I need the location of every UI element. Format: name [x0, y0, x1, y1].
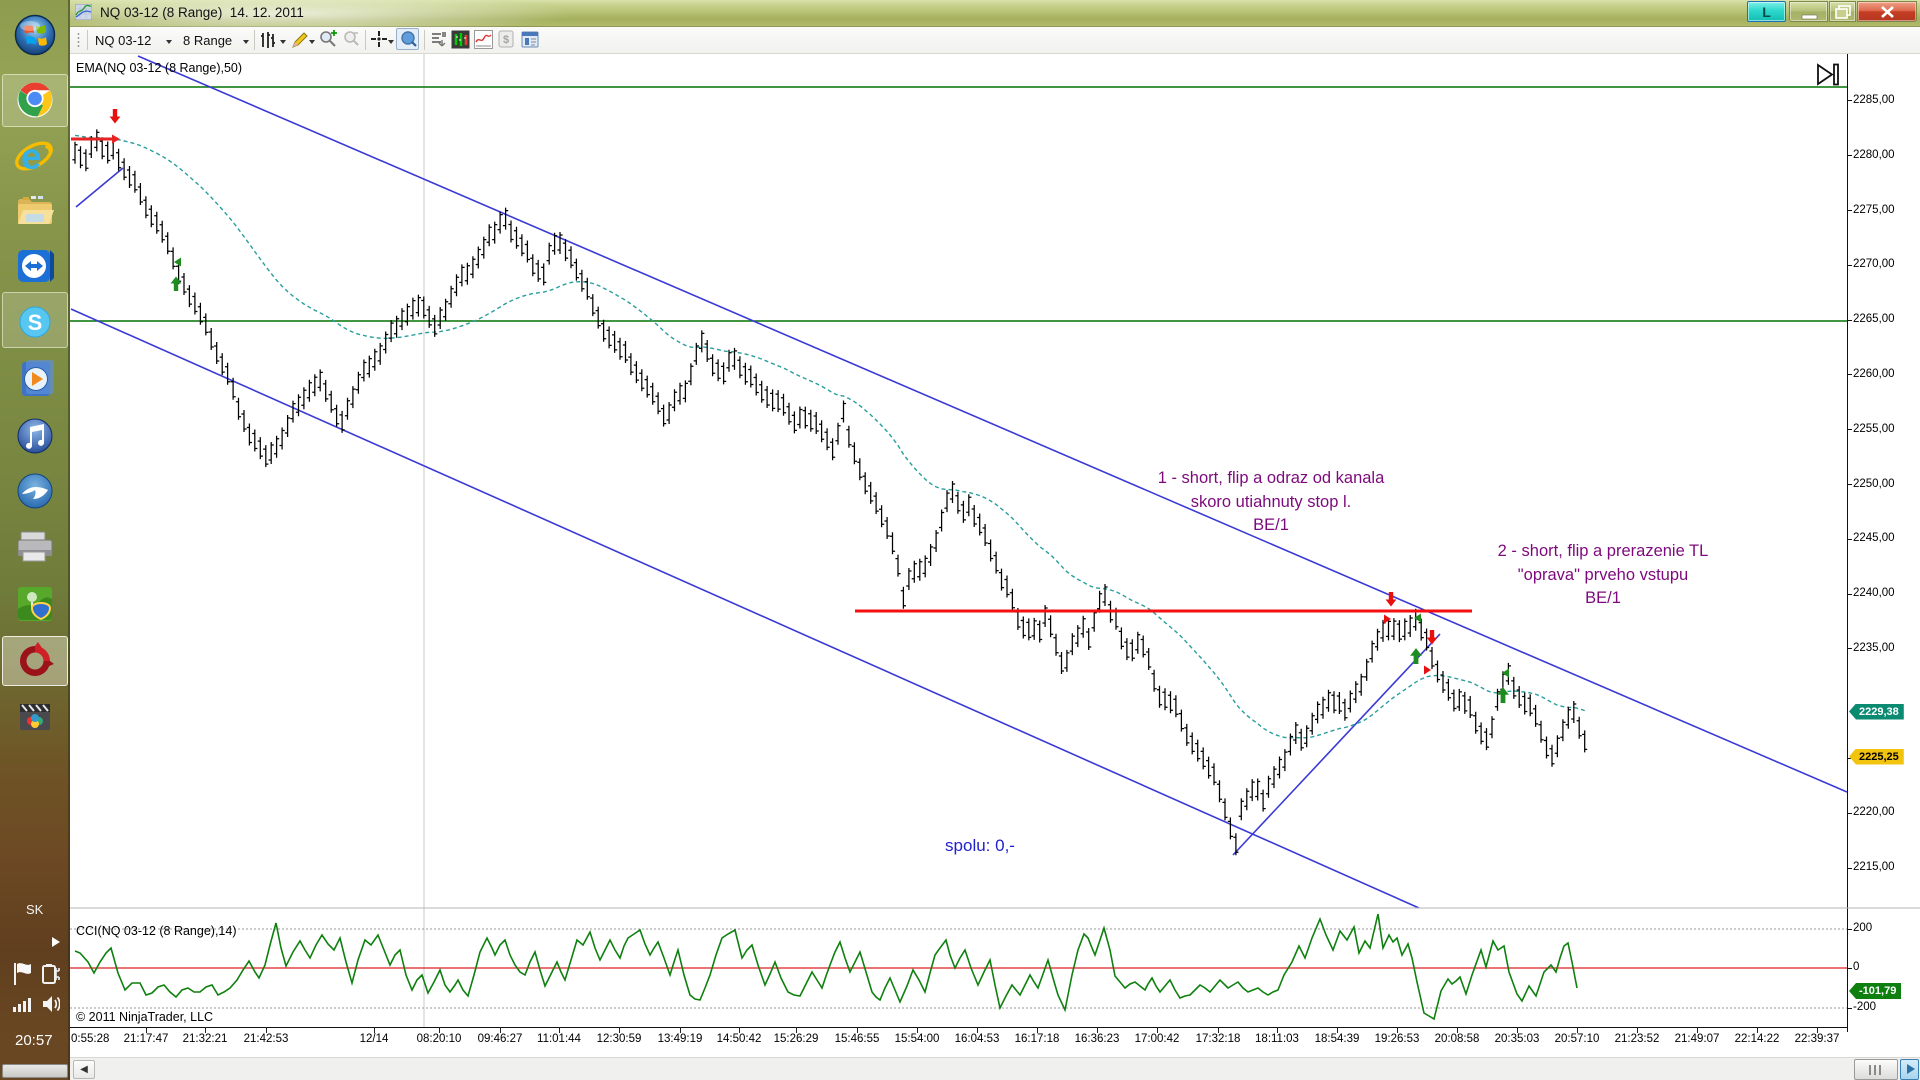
svg-text:$: $ — [503, 34, 509, 46]
svg-text:e: e — [21, 136, 42, 177]
svg-text:S: S — [28, 310, 43, 335]
